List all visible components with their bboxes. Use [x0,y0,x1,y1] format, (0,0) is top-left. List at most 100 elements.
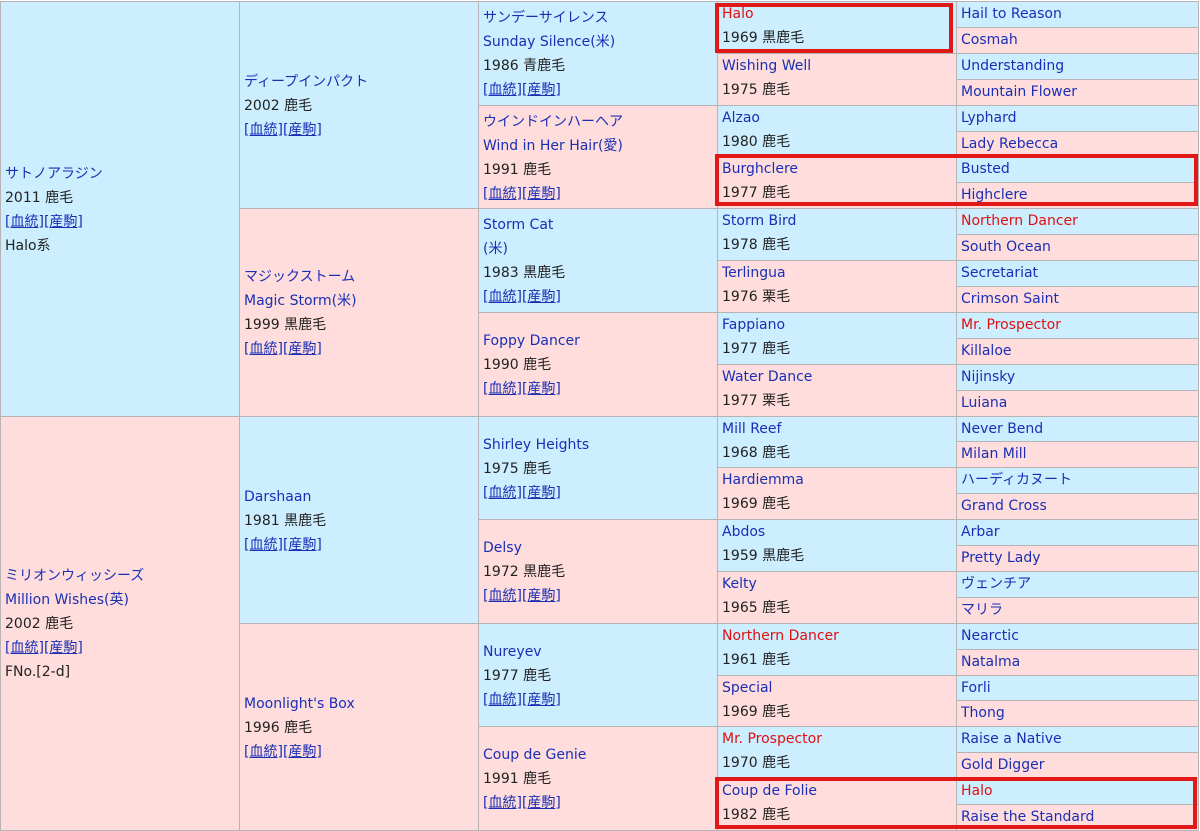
offspring-link[interactable]: 産駒 [49,214,78,230]
offspring-link[interactable]: 産駒 [527,289,556,305]
horse-name[interactable]: Hardiemma [722,472,804,488]
horse-name[interactable]: Magic Storm(米) [244,293,357,309]
horse-name[interactable]: Thong [961,705,1005,721]
horse-name[interactable]: ハーディカヌート [961,472,1073,488]
horse-name[interactable]: (米) [483,241,508,257]
bloodline-link[interactable]: 血統 [488,588,517,604]
horse-name[interactable]: Forli [961,680,991,696]
horse-name[interactable]: Wishing Well [722,58,812,74]
bracket-close: ] [316,744,322,760]
horse-info: Burghclere 1977 鹿毛 [722,157,952,205]
horse-name[interactable]: Coup de Folie [722,783,818,799]
bloodline-link[interactable]: 血統 [488,186,517,202]
offspring-link[interactable]: 産駒 [527,381,556,397]
horse-name[interactable]: Special [722,680,773,696]
horse-name[interactable]: Nearctic [961,628,1019,644]
horse-name[interactable]: Natalma [961,654,1021,670]
offspring-link[interactable]: 産駒 [527,186,556,202]
horse-name[interactable]: Storm Bird [722,213,797,229]
horse-name[interactable]: Grand Cross [961,498,1047,514]
horse-name[interactable]: Arbar [961,524,1000,540]
horse-name[interactable]: Million Wishes(英) [5,592,129,608]
offspring-link[interactable]: 産駒 [527,692,556,708]
horse-name[interactable]: Milan Mill [961,446,1027,462]
bloodline-link[interactable]: 血統 [488,795,517,811]
horse-name[interactable]: Lyphard [961,110,1017,126]
bloodline-link[interactable]: 血統 [249,341,278,357]
bloodline-link[interactable]: 血統 [249,122,278,138]
bloodline-link[interactable]: 血統 [249,537,278,553]
horse-name[interactable]: Highclere [961,187,1028,203]
horse-name[interactable]: ミリオンウィッシーズ [5,568,145,584]
horse-name[interactable]: Nureyev [483,644,542,660]
horse-name[interactable]: マジックストーム [244,269,356,285]
bloodline-link[interactable]: 血統 [488,289,517,305]
bloodline-link[interactable]: 血統 [249,744,278,760]
horse-name[interactable]: Delsy [483,540,522,556]
horse-name[interactable]: Fappiano [722,317,786,333]
horse-name[interactable]: Pretty Lady [961,550,1041,566]
horse-cell-g4-5: Storm Bird 1978 鹿毛 [717,208,957,261]
horse-name[interactable]: サトノアラジン [5,166,103,182]
horse-name[interactable]: Shirley Heights [483,437,590,453]
horse-name[interactable]: Nijinsky [961,369,1016,385]
horse-name[interactable]: Cosmah [961,32,1018,48]
horse-name[interactable]: Mill Reef [722,421,782,437]
horse-name[interactable]: Crimson Saint [961,291,1059,307]
horse-cell-g5-14: Killaloe [956,338,1199,365]
horse-name[interactable]: Foppy Dancer [483,333,580,349]
horse-name[interactable]: Coup de Genie [483,747,587,763]
bloodline-link[interactable]: 血統 [10,214,39,230]
bloodline-link[interactable]: 血統 [10,640,39,656]
horse-name[interactable]: Abdos [722,524,766,540]
horse-name[interactable]: Northern Dancer [961,213,1078,229]
horse-name[interactable]: Darshaan [244,489,312,505]
horse-name[interactable]: South Ocean [961,239,1051,255]
horse-name[interactable]: Northern Dancer [722,628,839,644]
horse-name[interactable]: サンデーサイレンス [483,10,609,26]
horse-name[interactable]: Raise a Native [961,731,1062,747]
horse-name[interactable]: Halo [961,783,993,799]
horse-name[interactable]: Mr. Prospector [722,731,822,747]
horse-name[interactable]: ウインドインハーヘア [483,114,623,130]
offspring-link[interactable]: 産駒 [527,485,556,501]
horse-name[interactable]: Killaloe [961,343,1012,359]
horse-name[interactable]: Understanding [961,58,1065,74]
bloodline-link[interactable]: 血統 [488,82,517,98]
bloodline-link[interactable]: 血統 [488,692,517,708]
offspring-link[interactable]: 産駒 [527,795,556,811]
horse-name[interactable]: Mr. Prospector [961,317,1061,333]
offspring-link[interactable]: 産駒 [288,537,317,553]
offspring-link[interactable]: 産駒 [527,82,556,98]
offspring-link[interactable]: 産駒 [49,640,78,656]
offspring-link[interactable]: 産駒 [288,341,317,357]
horse-name[interactable]: Raise the Standard [961,809,1095,825]
bloodline-link[interactable]: 血統 [488,381,517,397]
horse-name[interactable]: Sunday Silence(米) [483,34,616,50]
bloodline-link[interactable]: 血統 [488,485,517,501]
horse-name[interactable]: Terlingua [722,265,786,281]
horse-name[interactable]: Burghclere [722,161,799,177]
horse-name[interactable]: Halo [722,6,754,22]
horse-detail: 1977 鹿毛 [483,668,552,684]
offspring-link[interactable]: 産駒 [288,744,317,760]
horse-name[interactable]: Mountain Flower [961,84,1077,100]
horse-name[interactable]: マリラ [961,602,1003,618]
horse-name[interactable]: Storm Cat [483,217,554,233]
offspring-link[interactable]: 産駒 [288,122,317,138]
horse-name[interactable]: Lady Rebecca [961,136,1059,152]
horse-name[interactable]: Secretariat [961,265,1039,281]
horse-name[interactable]: Alzao [722,110,760,126]
horse-name[interactable]: Hail to Reason [961,6,1062,22]
horse-name[interactable]: Moonlight's Box [244,696,355,712]
horse-name[interactable]: Wind in Her Hair(愛) [483,138,623,154]
horse-name[interactable]: Luiana [961,395,1008,411]
horse-name[interactable]: ディープインパクト [244,74,369,90]
offspring-link[interactable]: 産駒 [527,588,556,604]
horse-name[interactable]: ヴェンチア [961,576,1031,592]
horse-name[interactable]: Water Dance [722,369,813,385]
horse-name[interactable]: Never Bend [961,421,1044,437]
horse-name[interactable]: Kelty [722,576,757,592]
horse-name[interactable]: Busted [961,161,1010,177]
horse-name[interactable]: Gold Digger [961,757,1045,773]
